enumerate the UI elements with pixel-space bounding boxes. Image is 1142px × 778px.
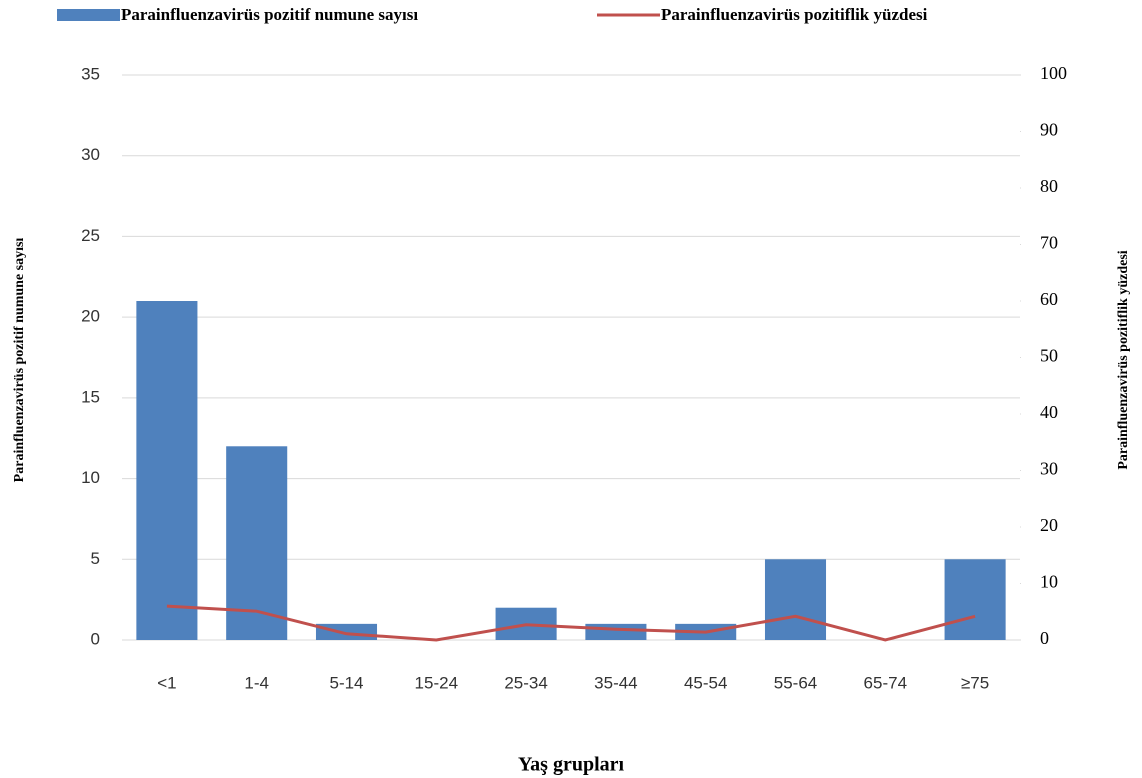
y2-tick-label: 70 [1040,233,1058,253]
legend-label: Parainfluenzavirüs pozitif numune sayısı [121,5,418,24]
bar [136,301,198,640]
y-tick-label: 20 [81,307,100,326]
x-tick-label: 5-14 [329,673,363,692]
y-tick-label: 5 [91,549,100,568]
bar [315,623,378,640]
x-tick-label: ≥75 [961,673,989,692]
y-axis-title: Parainfluenzavirüs pozitif numune sayısı [12,238,27,483]
y2-tick-label: 80 [1040,176,1058,196]
y2-tick-label: 90 [1040,120,1058,140]
y2-tick-label: 0 [1040,628,1049,648]
y-tick-label: 0 [91,629,100,648]
x-axis-title: Yaş grupları [518,754,625,776]
x-tick-label: 65-74 [864,673,907,692]
x-tick-label: 55-64 [774,673,817,692]
legend-label: Parainfluenzavirüs pozitiflik yüzdesi [661,5,928,24]
y2-tick-label: 100 [1040,63,1067,83]
y2-tick-label: 60 [1040,289,1058,309]
x-tick-label: 15-24 [415,673,458,692]
line [166,604,976,642]
y-tick-label: 10 [81,468,100,487]
y2-axis-title: Parainfluenzavirüs pozitiflik yüzdesi [1116,250,1131,469]
x-tick-label: 35-44 [594,673,637,692]
x-tick-label: 25-34 [504,673,547,692]
bar [764,559,827,640]
y-tick-label: 30 [81,145,100,164]
y-tick-label: 35 [81,64,100,83]
y2-tick-label: 20 [1040,515,1058,535]
y2-tick-label: 10 [1040,572,1058,592]
legend-swatch [57,9,120,21]
y2-tick-label: 30 [1040,459,1058,479]
bar [226,446,288,640]
y2-tick-label: 50 [1040,346,1058,366]
x-tick-label: <1 [157,673,176,692]
y2-tick-label: 40 [1040,402,1058,422]
y-tick-label: 25 [81,226,100,245]
bar [944,559,1006,640]
y-tick-label: 15 [81,387,100,406]
x-tick-label: 1-4 [244,673,269,692]
bar [585,623,647,640]
x-tick-label: 45-54 [684,673,727,692]
